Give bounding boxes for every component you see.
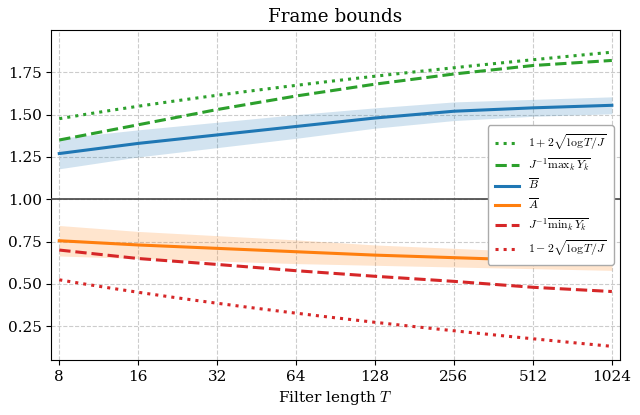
$J^{-1}\overline{\mathrm{min}_k\, Y_k}$ xyxy=(450,279,458,284)
$J^{-1}\overline{\mathrm{max}_k\, Y_k}$ xyxy=(134,122,142,127)
$\overline{A}$ xyxy=(56,238,63,243)
$1 + 2\sqrt{\log T/J}$ xyxy=(57,116,65,121)
$\overline{A}$ xyxy=(371,253,379,258)
$J^{-1}\overline{\mathrm{min}_k\, Y_k}$ xyxy=(608,289,616,294)
$\overline{B}$ xyxy=(450,109,458,114)
$\overline{B}$ xyxy=(608,103,616,108)
$\overline{A}$ xyxy=(292,249,300,254)
$1 + 2\sqrt{\log T/J}$ xyxy=(608,50,616,55)
$\overline{A}$ xyxy=(529,258,537,263)
$J^{-1}\overline{\mathrm{min}_k\, Y_k}$ xyxy=(56,248,63,253)
Legend: $1 + 2\sqrt{\log T/J}$, $J^{-1}\overline{\mathrm{max}_k\, Y_k}$, $\overline{B}$,: $1 + 2\sqrt{\log T/J}$, $J^{-1}\overline… xyxy=(488,125,614,265)
Line: $\overline{B}$: $\overline{B}$ xyxy=(60,105,612,154)
$1 + 2\sqrt{\log T/J}$ xyxy=(394,71,401,76)
$1 - 2\sqrt{\log T/J}$ xyxy=(556,339,564,344)
$1 + 2\sqrt{\log T/J}$ xyxy=(56,116,63,121)
$\overline{B}$ xyxy=(56,151,63,156)
$J^{-1}\overline{\mathrm{min}_k\, Y_k}$ xyxy=(292,268,300,273)
$1 + 2\sqrt{\log T/J}$ xyxy=(385,72,392,77)
Line: $J^{-1}\overline{\mathrm{max}_k\, Y_k}$: $J^{-1}\overline{\mathrm{max}_k\, Y_k}$ xyxy=(60,61,612,140)
Line: $1 + 2\sqrt{\log T/J}$: $1 + 2\sqrt{\log T/J}$ xyxy=(60,52,612,119)
$\overline{B}$ xyxy=(292,124,300,129)
$J^{-1}\overline{\mathrm{min}_k\, Y_k}$ xyxy=(529,285,537,290)
$\overline{B}$ xyxy=(134,141,142,146)
$1 - 2\sqrt{\log T/J}$ xyxy=(394,322,401,327)
$\overline{A}$ xyxy=(450,255,458,260)
Line: $J^{-1}\overline{\mathrm{min}_k\, Y_k}$: $J^{-1}\overline{\mathrm{min}_k\, Y_k}$ xyxy=(60,250,612,291)
$J^{-1}\overline{\mathrm{max}_k\, Y_k}$ xyxy=(450,71,458,76)
$J^{-1}\overline{\mathrm{max}_k\, Y_k}$ xyxy=(213,107,221,112)
$J^{-1}\overline{\mathrm{max}_k\, Y_k}$ xyxy=(292,93,300,98)
$\overline{A}$ xyxy=(608,259,616,264)
$1 + 2\sqrt{\log T/J}$ xyxy=(556,55,564,60)
$1 - 2\sqrt{\log T/J}$ xyxy=(383,321,390,326)
Line: $\overline{A}$: $\overline{A}$ xyxy=(60,241,612,262)
$1 - 2\sqrt{\log T/J}$ xyxy=(521,335,529,340)
$J^{-1}\overline{\mathrm{min}_k\, Y_k}$ xyxy=(371,274,379,279)
Line: $1 - 2\sqrt{\log T/J}$: $1 - 2\sqrt{\log T/J}$ xyxy=(60,280,612,347)
$J^{-1}\overline{\mathrm{max}_k\, Y_k}$ xyxy=(371,82,379,87)
X-axis label: Filter length $T$: Filter length $T$ xyxy=(278,389,393,408)
Title: Frame bounds: Frame bounds xyxy=(268,7,403,26)
$\overline{A}$ xyxy=(134,242,142,247)
$1 + 2\sqrt{\log T/J}$ xyxy=(521,58,529,63)
$1 + 2\sqrt{\log T/J}$ xyxy=(383,73,390,78)
$1 - 2\sqrt{\log T/J}$ xyxy=(57,278,65,283)
$1 - 2\sqrt{\log T/J}$ xyxy=(385,321,392,326)
$\overline{A}$ xyxy=(213,246,221,251)
$J^{-1}\overline{\mathrm{max}_k\, Y_k}$ xyxy=(529,63,537,68)
$J^{-1}\overline{\mathrm{max}_k\, Y_k}$ xyxy=(608,58,616,63)
$1 - 2\sqrt{\log T/J}$ xyxy=(608,344,616,349)
$\overline{B}$ xyxy=(213,132,221,137)
$\overline{B}$ xyxy=(529,105,537,110)
$J^{-1}\overline{\mathrm{min}_k\, Y_k}$ xyxy=(134,256,142,261)
$\overline{B}$ xyxy=(371,115,379,120)
$J^{-1}\overline{\mathrm{max}_k\, Y_k}$ xyxy=(56,137,63,142)
$1 - 2\sqrt{\log T/J}$ xyxy=(56,277,63,282)
$J^{-1}\overline{\mathrm{min}_k\, Y_k}$ xyxy=(213,262,221,267)
